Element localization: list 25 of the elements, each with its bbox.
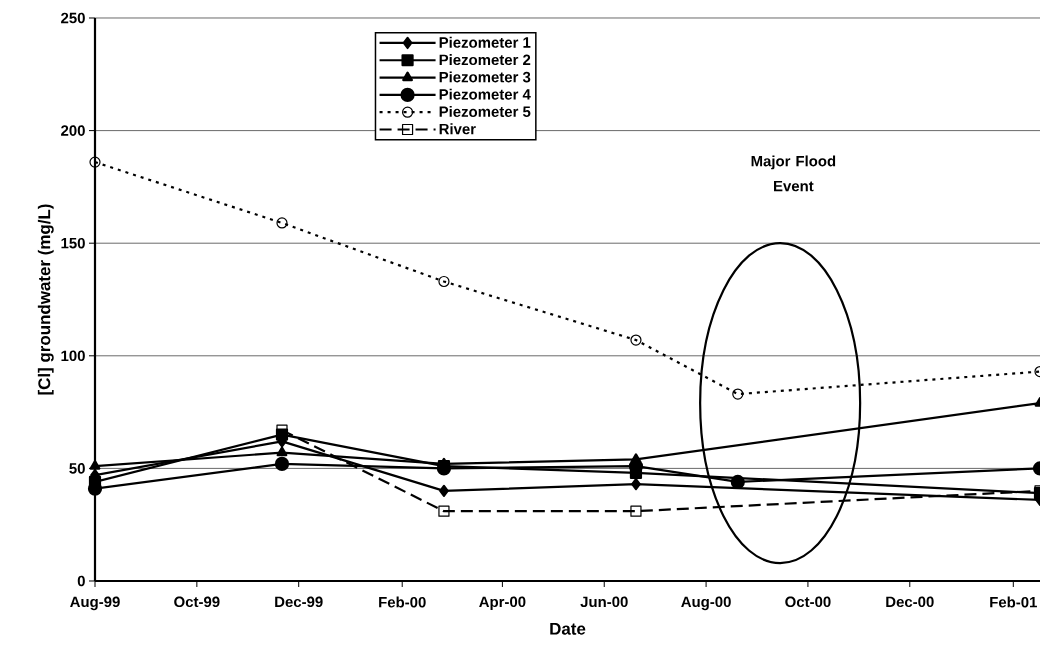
x-tick-label: Dec-00	[886, 596, 934, 608]
x-tick-label: Apr-00	[479, 596, 526, 611]
annotation: Major Flood Event	[751, 155, 836, 192]
legend-label: Piezometer 4	[439, 88, 531, 100]
y-tick-label: 100	[61, 350, 85, 362]
y-tick-label: 150	[61, 237, 85, 249]
legend-label: Piezometer 3	[439, 71, 531, 83]
y-tick-label: 0	[77, 575, 85, 587]
x-tick-label: Oct-00	[785, 596, 831, 608]
x-tick-label: Dec-99	[275, 596, 323, 608]
x-tick-label: Aug-00	[681, 596, 731, 611]
legend-label: Piezometer 1	[439, 36, 531, 48]
y-tick-label: 250	[61, 12, 85, 24]
legend-label: Piezometer 5	[439, 106, 531, 117]
x-axis-title: Date	[550, 622, 586, 635]
x-tick-label: Jun-00	[580, 596, 628, 608]
x-tick-label: Aug-99	[70, 596, 120, 611]
legend-label: Piezometer 2	[439, 54, 531, 66]
y-axis-title: [Cl] groundwater (mg/L)	[37, 204, 54, 395]
legend-label: River	[439, 123, 476, 135]
x-tick-label: Feb-01	[990, 596, 1037, 608]
x-tick-label: Oct-99	[174, 596, 220, 608]
y-tick-label: 200	[61, 125, 85, 136]
y-tick-label: 50	[69, 463, 85, 474]
x-tick-label: Feb-00	[379, 596, 426, 608]
